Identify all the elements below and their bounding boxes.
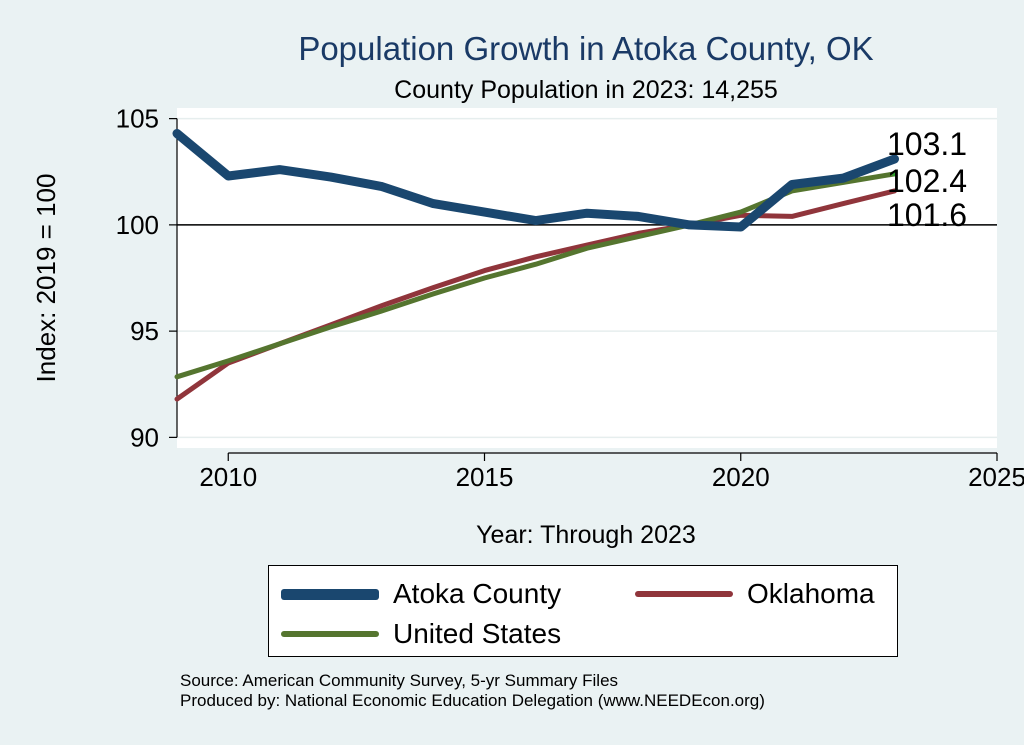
- legend-item-oklahoma: Oklahoma: [635, 578, 875, 609]
- legend-swatch-united-states: [281, 631, 379, 637]
- end-label-0: 103.1: [887, 126, 967, 162]
- chart-title: Population Growth in Atoka County, OK: [298, 30, 873, 67]
- legend-label-united-states: United States: [393, 618, 562, 649]
- series-end-marker-united-states: [892, 171, 897, 177]
- y-tick-label-90: 90: [130, 422, 159, 452]
- chart-subtitle: County Population in 2023: 14,255: [394, 76, 778, 104]
- end-label-1: 102.4: [887, 163, 967, 199]
- legend-swatch-atoka: [281, 588, 379, 600]
- x-axis-label: Year: Through 2023: [476, 521, 696, 549]
- y-tick-label-105: 105: [116, 104, 159, 134]
- axes: 90 95 100 105 2010 2015 2020 2025: [116, 104, 1024, 492]
- x-tick-label-2010: 2010: [199, 462, 257, 492]
- legend-item-united-states: United States: [281, 618, 562, 649]
- x-tick-label-2020: 2020: [712, 462, 770, 492]
- plot-area: [177, 108, 997, 448]
- y-tick-label-100: 100: [116, 210, 159, 240]
- legend-label-oklahoma: Oklahoma: [747, 578, 875, 609]
- series-line-atoka-county: [172, 129, 899, 232]
- series-lines: [172, 129, 899, 402]
- legend-swatch-oklahoma: [635, 591, 733, 597]
- x-tick-label-2015: 2015: [456, 462, 514, 492]
- end-label-2: 101.6: [887, 197, 967, 233]
- source-note: Source: American Community Survey, 5-yr …: [180, 671, 765, 711]
- source-line: Source: American Community Survey, 5-yr …: [180, 671, 619, 690]
- legend: Atoka County Oklahoma United States: [268, 565, 898, 657]
- y-axis-label: Index: 2019 = 100: [31, 174, 61, 383]
- line-chart: Population Growth in Atoka County, OK Co…: [31, 30, 1024, 549]
- legend-item-atoka: Atoka County: [281, 578, 562, 609]
- producer-line: Produced by: National Economic Education…: [180, 691, 765, 710]
- x-tick-label-2025: 2025: [968, 462, 1024, 492]
- y-tick-label-95: 95: [130, 316, 159, 346]
- legend-label-atoka: Atoka County: [393, 578, 562, 609]
